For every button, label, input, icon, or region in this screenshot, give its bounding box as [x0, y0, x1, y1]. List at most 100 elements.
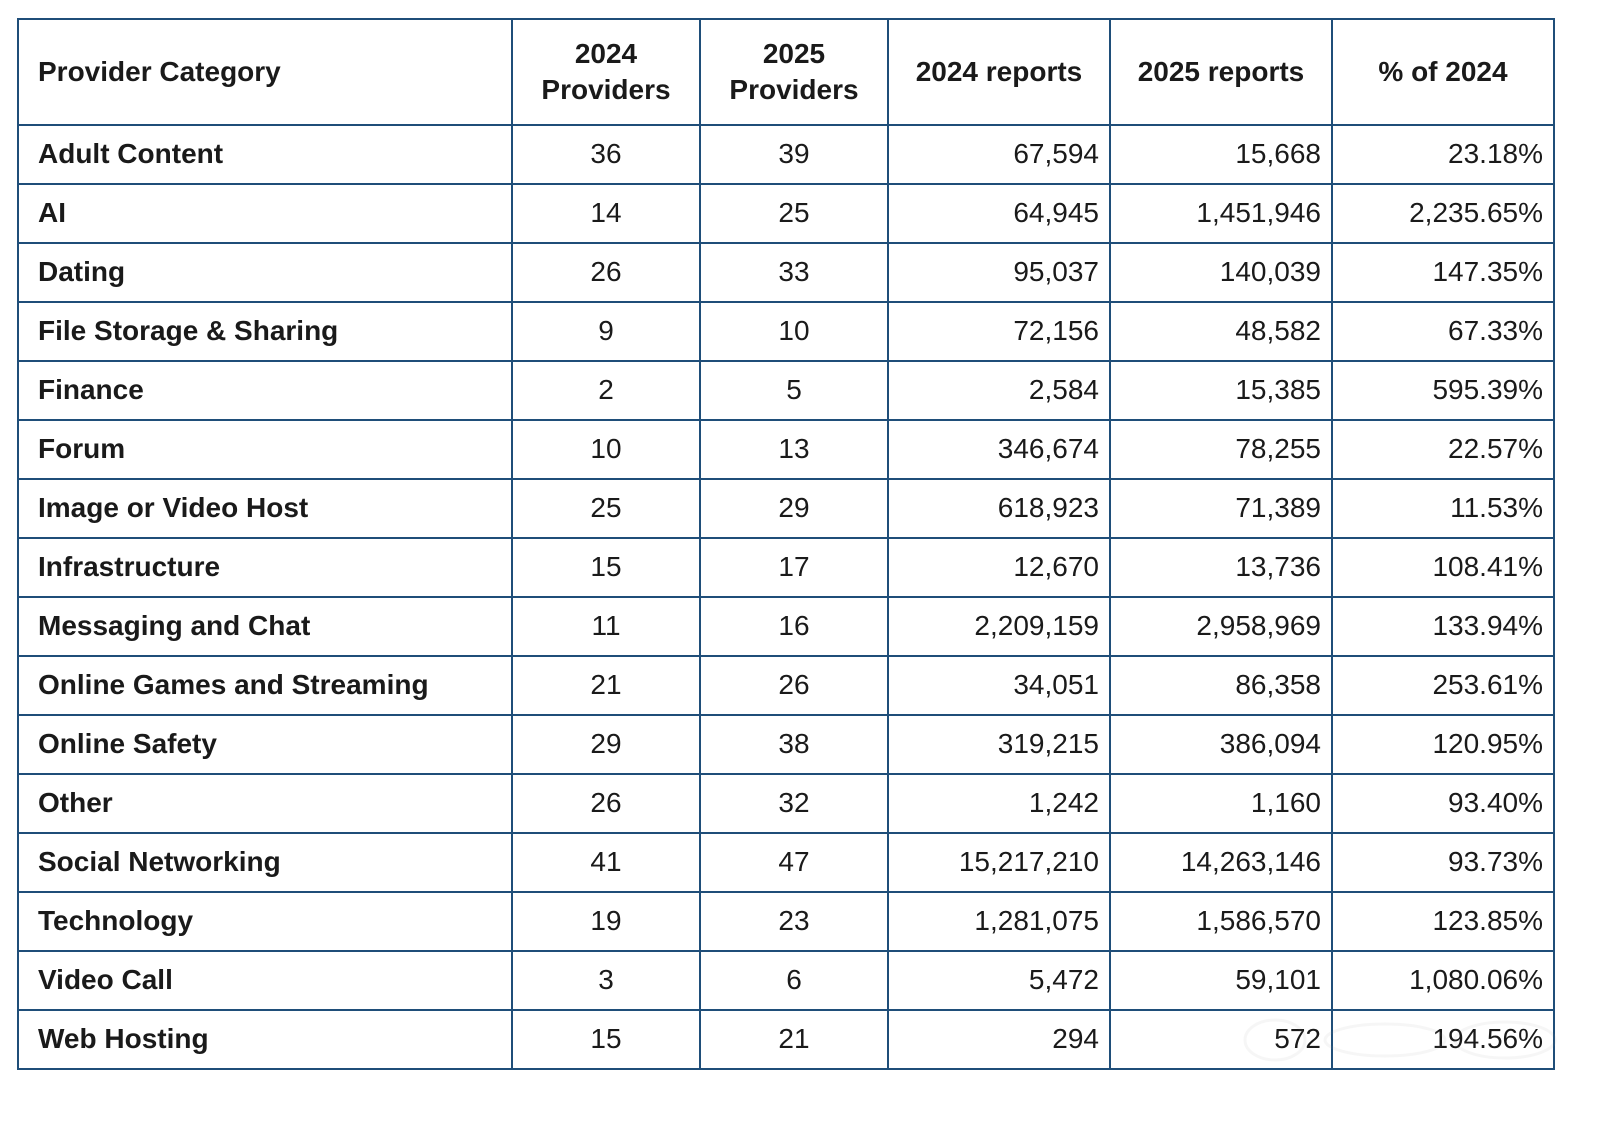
- cell-reports-2024: 346,674: [887, 419, 1111, 480]
- table-row: Dating 26 33 95,037 140,039 147.35%: [17, 242, 1555, 303]
- table-row: Web Hosting 15 21 294 572 194.56%: [17, 1009, 1555, 1070]
- cell-reports-2024: 5,472: [887, 950, 1111, 1011]
- table-row: AI 14 25 64,945 1,451,946 2,235.65%: [17, 183, 1555, 244]
- column-header-reports-2024: 2024 reports: [887, 18, 1111, 126]
- cell-category: Technology: [17, 891, 513, 952]
- table-row: Other 26 32 1,242 1,160 93.40%: [17, 773, 1555, 834]
- cell-reports-2025: 140,039: [1109, 242, 1333, 303]
- cell-providers-2025: 5: [699, 360, 889, 421]
- column-header-percent-of-2024: % of 2024: [1331, 18, 1555, 126]
- cell-percent-of-2024: 23.18%: [1331, 124, 1555, 185]
- cell-providers-2024: 41: [511, 832, 701, 893]
- column-header-reports-2025: 2025 reports: [1109, 18, 1333, 126]
- cell-reports-2025: 1,586,570: [1109, 891, 1333, 952]
- cell-providers-2025: 32: [699, 773, 889, 834]
- cell-providers-2024: 10: [511, 419, 701, 480]
- cell-category: File Storage & Sharing: [17, 301, 513, 362]
- cell-providers-2024: 36: [511, 124, 701, 185]
- cell-reports-2025: 71,389: [1109, 478, 1333, 539]
- cell-percent-of-2024: 147.35%: [1331, 242, 1555, 303]
- cell-percent-of-2024: 123.85%: [1331, 891, 1555, 952]
- cell-percent-of-2024: 1,080.06%: [1331, 950, 1555, 1011]
- data-table-container: Provider Category 2024 Providers 2025 Prov…: [17, 18, 1555, 1070]
- cell-providers-2025: 16: [699, 596, 889, 657]
- cell-reports-2024: 1,281,075: [887, 891, 1111, 952]
- cell-percent-of-2024: 253.61%: [1331, 655, 1555, 716]
- cell-reports-2024: 95,037: [887, 242, 1111, 303]
- data-table: Provider Category 2024 Providers 2025 Prov…: [17, 18, 1555, 1070]
- cell-category: Infrastructure: [17, 537, 513, 598]
- cell-providers-2024: 15: [511, 1009, 701, 1070]
- column-header-category: Provider Category: [17, 18, 513, 126]
- cell-reports-2025: 86,358: [1109, 655, 1333, 716]
- cell-providers-2025: 13: [699, 419, 889, 480]
- cell-providers-2025: 33: [699, 242, 889, 303]
- cell-providers-2025: 23: [699, 891, 889, 952]
- table-row: Forum 10 13 346,674 78,255 22.57%: [17, 419, 1555, 480]
- cell-providers-2025: 6: [699, 950, 889, 1011]
- cell-reports-2024: 34,051: [887, 655, 1111, 716]
- cell-percent-of-2024: 67.33%: [1331, 301, 1555, 362]
- cell-percent-of-2024: 11.53%: [1331, 478, 1555, 539]
- cell-category: Image or Video Host: [17, 478, 513, 539]
- cell-providers-2024: 25: [511, 478, 701, 539]
- cell-category: Other: [17, 773, 513, 834]
- cell-providers-2024: 26: [511, 242, 701, 303]
- cell-reports-2024: 12,670: [887, 537, 1111, 598]
- cell-providers-2025: 25: [699, 183, 889, 244]
- cell-reports-2025: 1,451,946: [1109, 183, 1333, 244]
- cell-reports-2025: 14,263,146: [1109, 832, 1333, 893]
- cell-reports-2024: 2,584: [887, 360, 1111, 421]
- cell-providers-2024: 26: [511, 773, 701, 834]
- cell-providers-2024: 3: [511, 950, 701, 1011]
- cell-percent-of-2024: 2,235.65%: [1331, 183, 1555, 244]
- cell-providers-2025: 39: [699, 124, 889, 185]
- table-row: Messaging and Chat 11 16 2,209,159 2,958,969…: [17, 596, 1555, 657]
- cell-providers-2025: 29: [699, 478, 889, 539]
- table-body: Adult Content 36 39 67,594 15,668 23.18% AI 14 2…: [17, 124, 1555, 1070]
- cell-reports-2025: 48,582: [1109, 301, 1333, 362]
- cell-reports-2025: 386,094: [1109, 714, 1333, 775]
- cell-providers-2025: 26: [699, 655, 889, 716]
- cell-reports-2024: 294: [887, 1009, 1111, 1070]
- cell-reports-2024: 2,209,159: [887, 596, 1111, 657]
- cell-reports-2024: 319,215: [887, 714, 1111, 775]
- cell-reports-2025: 2,958,969: [1109, 596, 1333, 657]
- cell-percent-of-2024: 120.95%: [1331, 714, 1555, 775]
- cell-category: Social Networking: [17, 832, 513, 893]
- cell-category: Messaging and Chat: [17, 596, 513, 657]
- cell-percent-of-2024: 194.56%: [1331, 1009, 1555, 1070]
- cell-category: Finance: [17, 360, 513, 421]
- table-row: Infrastructure 15 17 12,670 13,736 108.41%: [17, 537, 1555, 598]
- cell-category: Online Safety: [17, 714, 513, 775]
- table-header-row: Provider Category 2024 Providers 2025 Prov…: [17, 18, 1555, 126]
- cell-providers-2024: 14: [511, 183, 701, 244]
- table-row: File Storage & Sharing 9 10 72,156 48,582 67.…: [17, 301, 1555, 362]
- cell-percent-of-2024: 108.41%: [1331, 537, 1555, 598]
- table-row: Online Safety 29 38 319,215 386,094 120.95%: [17, 714, 1555, 775]
- table-row: Video Call 3 6 5,472 59,101 1,080.06%: [17, 950, 1555, 1011]
- cell-reports-2025: 1,160: [1109, 773, 1333, 834]
- cell-reports-2024: 15,217,210: [887, 832, 1111, 893]
- cell-reports-2024: 72,156: [887, 301, 1111, 362]
- cell-providers-2024: 15: [511, 537, 701, 598]
- cell-providers-2024: 2: [511, 360, 701, 421]
- table-row: Image or Video Host 25 29 618,923 71,389 11.5…: [17, 478, 1555, 539]
- cell-reports-2025: 15,668: [1109, 124, 1333, 185]
- cell-category: Forum: [17, 419, 513, 480]
- cell-providers-2024: 11: [511, 596, 701, 657]
- column-header-providers-2024: 2024 Providers: [511, 18, 701, 126]
- cell-percent-of-2024: 133.94%: [1331, 596, 1555, 657]
- table-row: Technology 19 23 1,281,075 1,586,570 123.85%: [17, 891, 1555, 952]
- table-row: Social Networking 41 47 15,217,210 14,263,14…: [17, 832, 1555, 893]
- cell-reports-2024: 618,923: [887, 478, 1111, 539]
- cell-reports-2025: 13,736: [1109, 537, 1333, 598]
- cell-providers-2024: 9: [511, 301, 701, 362]
- cell-providers-2025: 10: [699, 301, 889, 362]
- cell-providers-2025: 38: [699, 714, 889, 775]
- cell-category: Online Games and Streaming: [17, 655, 513, 716]
- cell-percent-of-2024: 22.57%: [1331, 419, 1555, 480]
- table-row: Adult Content 36 39 67,594 15,668 23.18%: [17, 124, 1555, 185]
- cell-providers-2024: 19: [511, 891, 701, 952]
- cell-reports-2025: 59,101: [1109, 950, 1333, 1011]
